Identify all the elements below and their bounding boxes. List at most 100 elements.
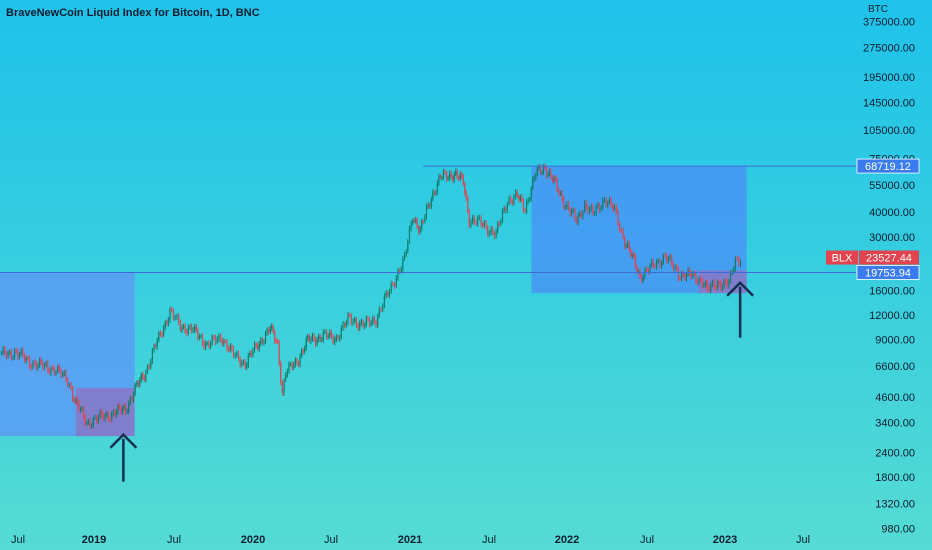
candle-body [442,171,445,178]
candle-body [539,166,541,173]
candle-body [43,364,46,368]
candle-body [337,336,339,339]
candle-body [324,331,326,333]
candle-body [590,206,592,209]
candle-body [624,237,626,247]
candle-body [231,345,233,349]
candle-body [647,270,649,272]
candle-body [350,315,352,323]
price-tag-bg [856,265,920,280]
candle-body [400,268,402,272]
candle-body [435,192,437,194]
candle-body [310,339,312,342]
candle-body [97,416,99,422]
candle-body [52,367,54,369]
price-series [0,163,742,430]
candle-body [427,204,429,207]
candle-body [679,278,681,280]
candle-body [280,363,282,383]
candle-body [542,166,544,173]
candle-body [385,292,387,297]
candle-body [577,214,579,223]
candle-body [146,366,149,372]
candle-body [470,221,472,226]
candle-body [101,411,103,416]
candle-body [472,217,474,222]
candle-body [453,174,455,181]
candle-body [680,273,683,279]
candle-body [725,280,727,283]
candle-body [728,281,730,286]
candle-body [487,227,489,235]
last-price-tag: BLX 23527.44 [826,250,919,265]
candle-body [447,177,449,180]
candle-body [726,282,728,286]
candle-body [483,222,485,226]
candle-body [109,419,111,421]
candle-body [302,350,304,352]
candle-body [307,335,309,339]
candle-body [216,339,218,343]
candle-body [547,173,549,176]
candle-body [529,199,531,201]
candle-body [721,286,724,290]
candle-body [500,220,502,225]
candle-body [200,335,202,337]
candle-body [461,174,463,176]
candle-body [319,335,321,340]
candle-body [128,402,130,412]
x-tick-label: 2020 [241,534,265,546]
candle-body [291,363,293,369]
price-tags: 68719.12 19753.94 BLX 23527.44 [826,158,920,280]
candle-body [642,276,644,281]
candle-body [541,172,543,173]
candle-body [342,323,344,329]
candle-body [283,380,285,394]
candle-body [475,221,477,224]
candle-body [10,351,12,358]
candle-body [255,343,257,346]
candle-body [53,368,55,374]
candle-body [228,348,230,351]
candle-body [649,265,651,272]
candle-body [639,270,641,277]
candle-body [490,228,492,233]
candle-body [430,199,432,207]
candle-body [375,321,377,326]
candle-body [580,213,582,217]
candle-body [699,278,702,281]
candle-body [575,218,578,223]
candle-body [140,374,142,380]
candle-body [142,374,144,378]
candle-body [527,200,529,202]
candle-body [630,249,632,256]
candle-body [241,362,243,366]
candle-body [467,198,469,212]
candle-body [689,269,691,274]
candle-body [114,411,116,416]
candle-body [485,222,487,228]
candle-body [35,363,37,369]
y-tick-label: 2400.00 [875,447,915,459]
candle-body [407,241,409,251]
y-tick-label: 30000.00 [869,232,915,244]
candle-body [450,173,452,177]
x-tick-label: 2021 [398,534,422,546]
candle-body [107,413,110,420]
candle-body [365,318,367,326]
candle-body [402,258,404,269]
candle-body [553,177,555,182]
price-tag-bg [856,158,920,174]
candle-body [47,363,49,371]
candle-body [519,196,521,200]
candle-body [380,308,382,310]
candle-body [739,262,742,265]
candle-body [349,314,351,316]
candle-body [294,359,296,365]
candle-body [260,339,262,344]
candle-body [693,273,695,275]
candle-body [511,201,513,204]
candle-body [480,217,482,225]
y-tick-label: 40000.00 [869,207,915,219]
